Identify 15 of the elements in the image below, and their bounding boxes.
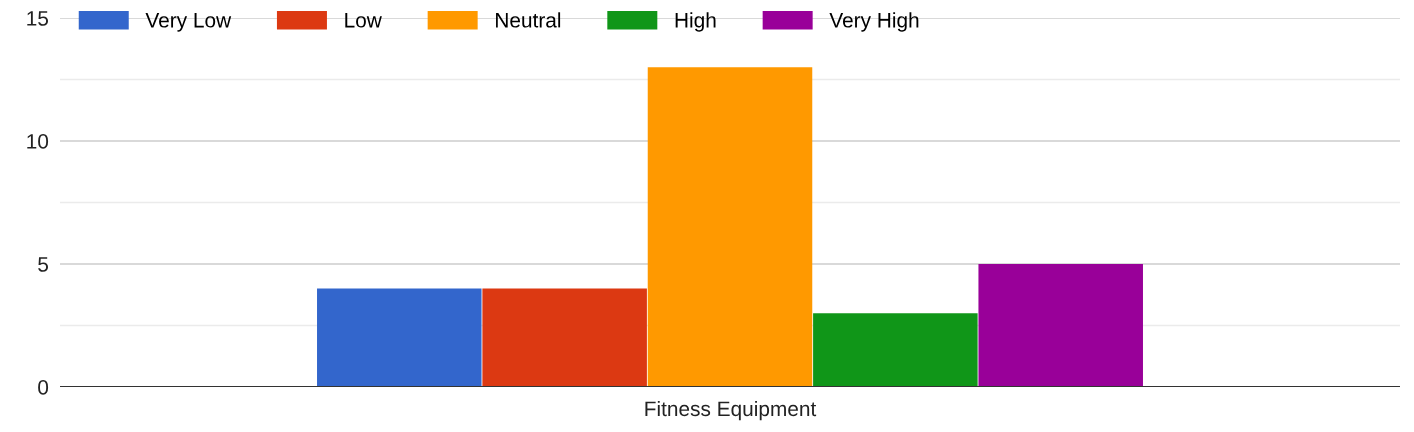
y-tick-label: 15 [27,11,49,26]
legend-label: Low [345,13,382,28]
legend-label: Very Low [145,13,232,32]
y-tick-label: 10 [27,134,49,149]
y-tick-label: 0 [38,380,49,395]
legend-label: Very High [829,12,919,32]
bar [482,288,647,387]
bar [647,67,813,387]
bar [978,264,1143,387]
legend-label: Neutral [496,12,561,28]
bar [317,288,482,387]
legend-label: High [675,12,716,32]
x-tick-label: Fitness Equipment [645,400,817,421]
y-tick-label: 5 [38,257,49,272]
bar [813,313,978,387]
